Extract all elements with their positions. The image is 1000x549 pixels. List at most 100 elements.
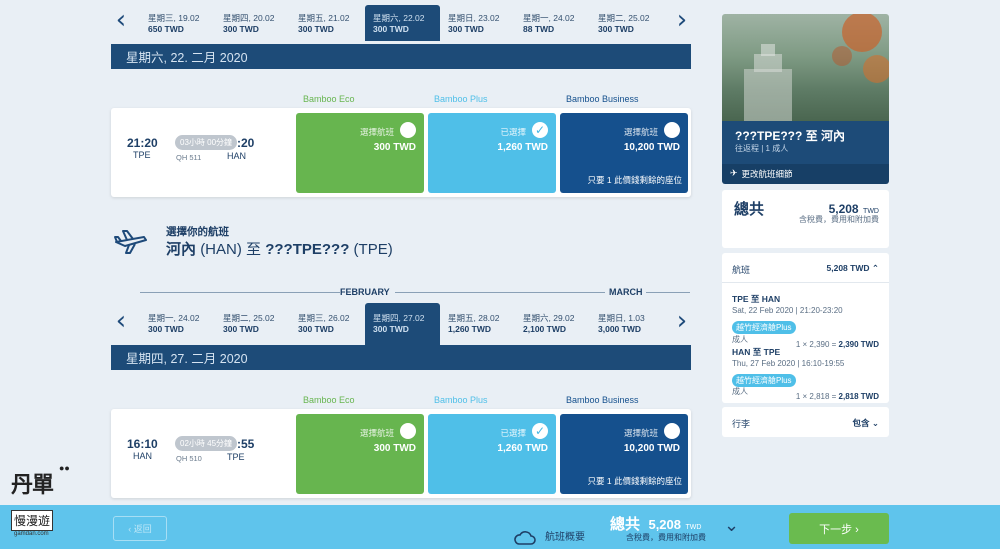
fare-header-eco: Bamboo Eco [303, 94, 355, 104]
baggage-toggle[interactable]: 包含 ⌄ [852, 417, 879, 429]
date-tab[interactable]: 星期一, 24.02 300 TWD [140, 303, 215, 345]
fare-status: 已選擇 [500, 127, 526, 137]
total-label: 總共 [734, 201, 765, 218]
next-button[interactable]: 下一步 › [789, 513, 889, 544]
date-tab-day: 星期三, 26.02 [298, 313, 350, 323]
edit-flight-link[interactable]: ✈ 更改航班細節 [722, 164, 889, 184]
fare-status: 選擇航班 [623, 127, 658, 137]
date-tab-price: 300 TWD [223, 324, 259, 334]
return-from-code: (HAN) [200, 241, 242, 258]
month-divider-line [646, 292, 690, 293]
date-tab-day: 星期一, 24.02 [148, 313, 200, 323]
next-dates-arrow[interactable]: › [676, 5, 688, 35]
date-tab-price: 300 TWD [223, 24, 259, 34]
date-tab-price: 2,100 TWD [523, 324, 566, 334]
footer-total: 總共 5,208 TWD [610, 513, 701, 534]
date-tab[interactable]: 星期日, 1.03 3,000 TWD [590, 303, 665, 345]
fare-price: 10,200 TWD [623, 142, 680, 153]
date-tab[interactable]: 星期六, 29.02 2,100 TWD [515, 303, 590, 345]
footer-bar: ‹ 返回 航班概要 總共 5,208 TWD 含稅費，費用和附加費 ⌄ 下一步 … [0, 505, 1000, 549]
fare-plus-return[interactable]: 已選擇 ✓ 1,260 TWD [428, 414, 556, 494]
dep-time: 21:20 [127, 136, 158, 150]
fare-header-plus: Bamboo Plus [434, 395, 488, 405]
leg2-fare-tag: 越竹經濟艙Plus [732, 370, 796, 388]
back-button[interactable]: ‹ 返回 [113, 516, 167, 541]
date-tab-price: 300 TWD [373, 324, 409, 334]
leg2-calc-row: 1 × 2,818 = 2,818 TWD [796, 386, 879, 404]
fare-eco-return[interactable]: 選擇航班 300 TWD [296, 414, 424, 494]
radio-circle-icon[interactable] [400, 423, 416, 439]
logo-line2: 慢漫遊 [11, 510, 54, 531]
duration-badge: 03小時 00分鐘 [175, 135, 238, 150]
dep-code: HAN [133, 451, 153, 461]
outbound-date-bar-text: 星期六, 22. 二月 2020 [126, 51, 248, 65]
date-tab-price: 300 TWD [373, 24, 409, 34]
flights-toggle[interactable]: 5,208 TWD ⌃ [827, 263, 880, 274]
date-tab-day: 星期五, 28.02 [448, 313, 500, 323]
date-tab-day: 星期日, 1.03 [598, 313, 645, 323]
month-divider-line [395, 292, 605, 293]
fare-eco-outbound[interactable]: 選擇航班 300 TWD [296, 113, 424, 193]
date-tab[interactable]: 星期四, 20.02 300 TWD [215, 5, 290, 41]
date-tab-price: 300 TWD [148, 324, 184, 334]
prev-dates-arrow[interactable]: ‹ [115, 5, 127, 35]
return-date-strip: 星期一, 24.02 300 TWD 星期二, 25.02 300 TWD 星期三, 2… [140, 303, 665, 345]
date-tab-price: 300 TWD [298, 324, 334, 334]
arr-time: :20 [237, 136, 255, 150]
date-tab[interactable]: 星期一, 24.02 88 TWD [515, 5, 590, 41]
baggage-row[interactable]: 行李 包含 ⌄ [722, 407, 889, 437]
next-dates-arrow[interactable]: › [676, 306, 688, 336]
date-tab-price: 300 TWD [448, 24, 484, 34]
fare-business-return[interactable]: 選擇航班 10,200 TWD 只要 1 此價錢剩餘的座位 [560, 414, 688, 494]
expand-chevron-icon[interactable]: ⌄ [724, 515, 740, 536]
date-tab-day: 星期六, 22.02 [373, 13, 425, 23]
return-flight-card: 16:10 HAN 02小時 45分鐘 :55 QH 510 TPE 選擇航班 … [111, 409, 691, 498]
seats-left-note: 只要 1 此價錢剩餘的座位 [587, 476, 682, 486]
footer-total-currency: TWD [685, 524, 702, 531]
date-tab[interactable]: 星期三, 19.02 650 TWD [140, 5, 215, 41]
date-tab[interactable]: 星期五, 21.02 300 TWD [290, 5, 365, 41]
baggage-label: 行李 [732, 419, 751, 429]
fare-plus-outbound[interactable]: 已選擇 ✓ 1,260 TWD [428, 113, 556, 193]
flight-number: QH 510 [176, 454, 202, 463]
return-to-city: ???TPE??? [265, 241, 350, 258]
leg2-date: Thu, 27 Feb 2020 | 16:10-19:55 [732, 359, 845, 368]
radio-circle-icon[interactable] [664, 122, 680, 138]
footer-total-note: 含稅費，費用和附加費 [626, 533, 706, 542]
date-tab[interactable]: 星期二, 25.02 300 TWD [590, 5, 665, 41]
radio-circle-icon[interactable] [400, 122, 416, 138]
date-tab[interactable]: 星期五, 28.02 1,260 TWD [440, 303, 515, 345]
date-tab[interactable]: 星期日, 23.02 300 TWD [440, 5, 515, 41]
date-tab-day: 星期三, 19.02 [148, 13, 200, 23]
radio-circle-icon[interactable] [664, 423, 680, 439]
date-tab[interactable]: 星期六, 22.02 300 TWD [365, 5, 440, 41]
total-currency: TWD [863, 208, 879, 215]
outbound-flight-card: 21:20 TPE 03小時 00分鐘 :20 QH 511 HAN 選擇航班 … [111, 108, 691, 197]
return-to-word: 至 [246, 241, 262, 258]
month-divider-line [140, 292, 340, 293]
total-value: 5,208 [828, 202, 859, 216]
date-tab[interactable]: 星期三, 26.02 300 TWD [290, 303, 365, 345]
outbound-date-strip: 星期三, 19.02 650 TWD 星期四, 20.02 300 TWD 星期五, 2… [140, 5, 665, 41]
checkmark-icon[interactable]: ✓ [532, 423, 548, 439]
cloud-icon [514, 530, 536, 549]
fare-price: 1,260 TWD [497, 142, 548, 153]
leg2-amount: 2,818 TWD [838, 392, 879, 401]
return-date-bar: 星期四, 27. 二月 2020 [111, 345, 691, 370]
return-to-code: (TPE) [353, 241, 393, 258]
edit-flight-label: 更改航班細節 [741, 169, 793, 179]
prev-dates-arrow[interactable]: ‹ [115, 306, 127, 336]
arr-code: TPE [227, 452, 245, 462]
logo-eyes-icon: ●● [59, 463, 70, 473]
flight-summary-label[interactable]: 航班概要 [545, 532, 585, 543]
fare-business-outbound[interactable]: 選擇航班 10,200 TWD 只要 1 此價錢剩餘的座位 [560, 113, 688, 193]
checkmark-icon[interactable]: ✓ [532, 122, 548, 138]
date-tab-price: 88 TWD [523, 24, 555, 34]
leg2-pax: 成人 [732, 387, 748, 396]
fare-status: 選擇航班 [359, 127, 394, 137]
date-tab[interactable]: 星期四, 27.02 300 TWD [365, 303, 440, 345]
date-tab[interactable]: 星期二, 25.02 300 TWD [215, 303, 290, 345]
fare-price: 1,260 TWD [497, 443, 548, 454]
fare-header-plus: Bamboo Plus [434, 94, 488, 104]
watermark-logo: 丹單 ●● 慢漫遊 gamdan.com [6, 463, 76, 543]
